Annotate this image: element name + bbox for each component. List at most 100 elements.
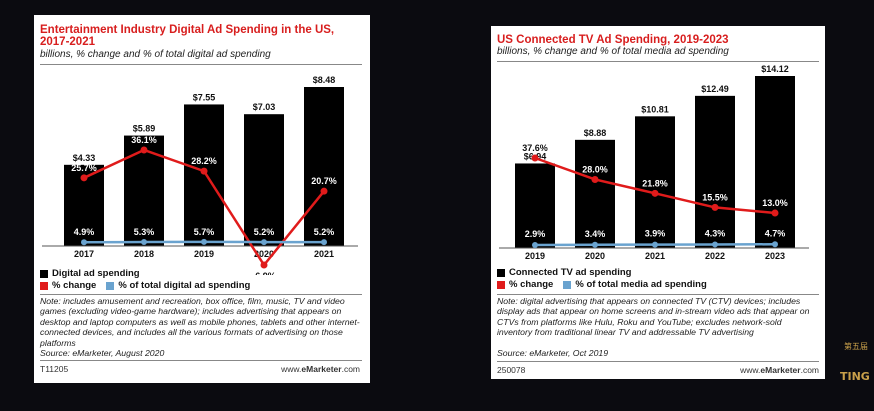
data-point-pct-change <box>531 154 539 162</box>
legend-label: % of total digital ad spending <box>118 280 251 291</box>
pct-change-label: -6.9% <box>252 271 276 275</box>
brand-credit: www.eMarketer.com <box>281 364 360 374</box>
chart-id: T11205 <box>40 364 69 374</box>
data-point-pct-total <box>772 241 778 248</box>
x-tick-label: 2019 <box>525 251 545 261</box>
legend-item-bars: Connected TV ad spending <box>497 267 631 278</box>
legend-label: Connected TV ad spending <box>509 267 632 278</box>
chart-note: Note: digital advertising that appears o… <box>497 296 810 338</box>
data-point-pct-change <box>80 174 88 182</box>
data-point-pct-change <box>591 175 599 183</box>
pct-total-label: 5.3% <box>134 227 155 237</box>
x-tick-label: 2022 <box>705 251 725 261</box>
note-divider <box>497 294 819 295</box>
pct-change-label: 37.6% <box>522 143 548 153</box>
brand-name: eMarketer <box>760 365 801 375</box>
brand-prefix: www. <box>281 364 302 374</box>
data-point-pct-total <box>712 241 718 248</box>
pct-total-label: 4.9% <box>74 227 95 237</box>
data-point-pct-change <box>651 189 659 197</box>
data-point-pct-total <box>592 241 598 248</box>
data-point-pct-total <box>532 242 538 248</box>
bar-value-label: $7.03 <box>253 102 276 112</box>
data-point-pct-total <box>321 239 327 246</box>
pct-change-label: 13.0% <box>762 198 788 208</box>
bar <box>575 139 615 248</box>
data-point-pct-total <box>141 239 147 246</box>
chart-plot-ctv: $6.94$8.88$10.81$12.49$14.12201920202021… <box>499 64 809 261</box>
x-tick-label: 2017 <box>74 249 94 259</box>
pct-change-label: 28.0% <box>582 164 608 174</box>
brand-name: eMarketer <box>301 364 342 374</box>
data-point-pct-total <box>81 239 87 246</box>
legend-item-change: % change % of total media ad spending <box>497 279 707 290</box>
chart-panel-entertainment: Entertainment Industry Digital Ad Spendi… <box>34 15 370 383</box>
pct-total-label: 2.9% <box>525 229 546 239</box>
pct-change-label: 20.7% <box>311 176 337 186</box>
bar <box>304 87 344 246</box>
brand-suffix: .com <box>341 364 360 374</box>
bar-value-label: $14.12 <box>761 64 789 74</box>
note-divider <box>40 294 362 295</box>
bar-value-label: $8.48 <box>313 75 336 85</box>
bar-value-label: $4.33 <box>73 153 96 163</box>
bar-value-label: $12.49 <box>701 84 729 94</box>
pct-total-label: 5.7% <box>194 227 215 237</box>
footer-divider <box>40 360 362 361</box>
chart-title: US Connected TV Ad Spending, 2019-2023 <box>497 34 729 46</box>
pct-total-label: 4.3% <box>705 228 726 238</box>
legend-label: Digital ad spending <box>52 268 140 279</box>
data-point-pct-change <box>260 261 268 269</box>
legend-swatch-blue <box>563 280 572 289</box>
bar <box>515 163 555 248</box>
pct-change-label: 28.2% <box>191 156 217 166</box>
pct-total-label: 5.2% <box>314 227 335 237</box>
legend-label: % of total media ad spending <box>575 279 707 290</box>
pct-total-label: 3.9% <box>645 229 666 239</box>
bar <box>635 116 675 248</box>
legend-swatch-blue <box>106 281 115 290</box>
brand-prefix: www. <box>740 365 761 375</box>
legend-label: % change <box>509 279 554 290</box>
bar <box>244 114 284 246</box>
brand-suffix: .com <box>800 365 819 375</box>
bar <box>184 104 224 246</box>
footer-divider <box>497 361 819 362</box>
bar <box>755 76 795 248</box>
x-tick-label: 2019 <box>194 249 214 259</box>
bar-value-label: $5.89 <box>133 124 156 134</box>
brand-credit: www.eMarketer.com <box>740 365 819 375</box>
data-point-pct-change <box>140 146 148 154</box>
pct-change-label: 36.1% <box>131 135 157 145</box>
x-tick-label: 2020 <box>254 249 274 259</box>
legend-label: % change <box>52 280 97 291</box>
chart-panel-ctv: US Connected TV Ad Spending, 2019-2023 b… <box>491 26 825 379</box>
legend-swatch-red <box>40 281 48 290</box>
pct-change-label: 15.5% <box>702 192 728 202</box>
x-tick-label: 2023 <box>765 251 785 261</box>
bar-value-label: $7.55 <box>193 92 216 102</box>
side-caption-cjk: 第五届 <box>844 342 868 351</box>
data-point-pct-total <box>652 241 658 248</box>
pct-change-label: 21.8% <box>642 178 668 188</box>
data-point-pct-total <box>261 239 267 246</box>
data-point-pct-change <box>320 187 328 195</box>
bar <box>695 95 735 248</box>
chart-source: Source: eMarketer, August 2020 <box>40 348 165 358</box>
chart-title: Entertainment Industry Digital Ad Spendi… <box>40 24 335 48</box>
pct-total-label: 5.2% <box>254 227 275 237</box>
bar-value-label: $10.81 <box>641 104 669 114</box>
x-tick-label: 2021 <box>314 249 334 259</box>
chart-source: Source: eMarketer, Oct 2019 <box>497 348 609 358</box>
data-point-pct-change <box>711 203 719 211</box>
pct-total-label: 4.7% <box>765 228 786 238</box>
pct-change-label: 25.7% <box>71 163 97 173</box>
chart-subtitle: billions, % change and % of total digita… <box>40 49 271 60</box>
header-divider <box>40 64 362 65</box>
legend-swatch-red <box>497 280 505 289</box>
header-divider <box>497 61 819 62</box>
bar-value-label: $8.88 <box>584 128 607 138</box>
legend-item-lines: % change % of total digital ad spending <box>40 280 250 291</box>
x-tick-label: 2020 <box>585 251 605 261</box>
chart-subtitle: billions, % change and % of total media … <box>497 46 729 57</box>
